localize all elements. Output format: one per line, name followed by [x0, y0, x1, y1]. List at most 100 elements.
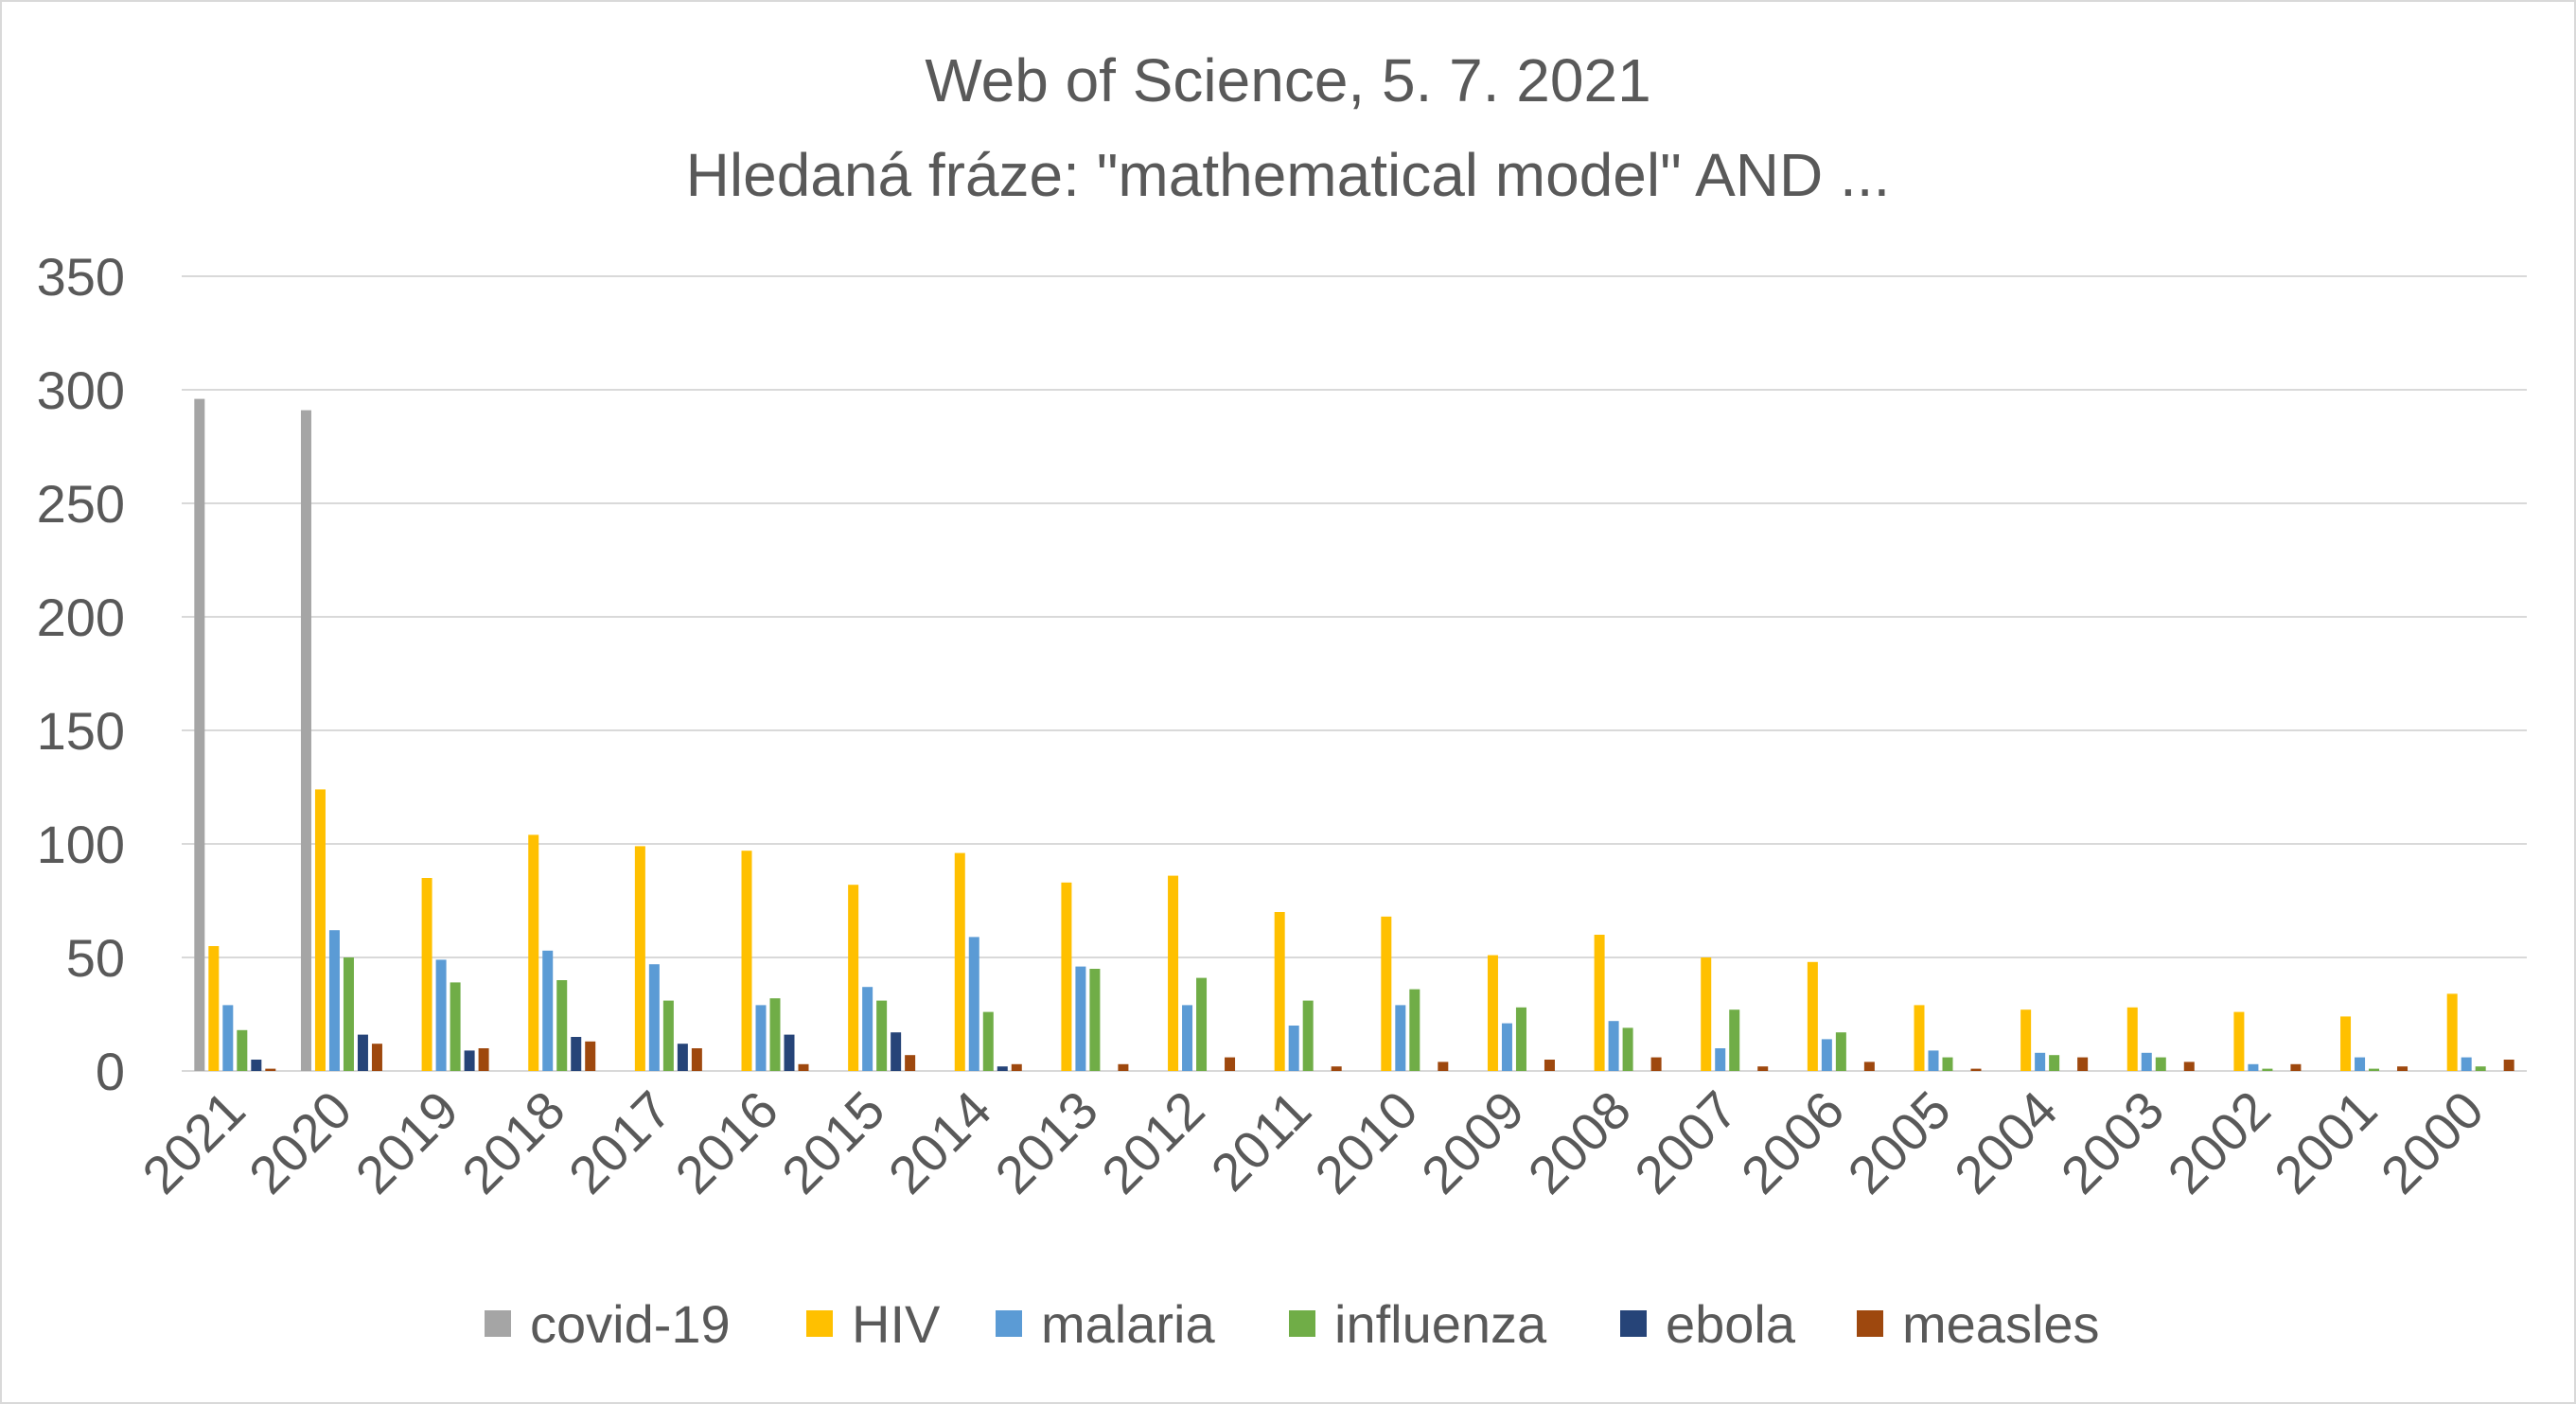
- bar-HIV-2019: [421, 878, 432, 1071]
- bar-ebola-2016: [784, 1034, 795, 1071]
- legend-swatch-ebola: [1620, 1310, 1647, 1337]
- bar-measles-2001: [2397, 1066, 2408, 1071]
- x-tick-label: 2014: [877, 1079, 1003, 1205]
- bar-ebola-2021: [251, 1060, 262, 1071]
- bar-influenza-2000: [2475, 1066, 2486, 1071]
- bar-influenza-2001: [2369, 1068, 2380, 1071]
- bar-influenza-2008: [1622, 1027, 1633, 1071]
- bar-malaria-2011: [1288, 1026, 1299, 1071]
- chart-title-line-2: Hledaná fráze: "mathematical model" AND …: [686, 141, 1891, 209]
- bars: [194, 398, 2514, 1072]
- bar-malaria-2001: [2355, 1057, 2366, 1071]
- bar-malaria-2016: [755, 1005, 767, 1071]
- y-tick-label: 350: [37, 247, 125, 307]
- bar-measles-2002: [2290, 1063, 2302, 1071]
- bar-HIV-2002: [2233, 1011, 2245, 1071]
- bar-measles-2021: [265, 1068, 276, 1071]
- x-tick-label: 2021: [131, 1079, 256, 1205]
- bar-malaria-2020: [328, 930, 340, 1071]
- legend-swatch-malaria: [996, 1310, 1022, 1337]
- bar-malaria-2000: [2461, 1057, 2472, 1071]
- x-tick-label: 2020: [238, 1079, 363, 1205]
- x-axis-ticks: 2021202020192018201720162015201420132012…: [131, 1079, 2495, 1205]
- bar-malaria-2008: [1608, 1021, 1619, 1071]
- bar-influenza-2013: [1089, 969, 1101, 1071]
- bar-measles-2004: [2077, 1057, 2089, 1071]
- bar-measles-2016: [798, 1063, 809, 1071]
- bar-malaria-2006: [1821, 1039, 1832, 1071]
- x-tick-label: 2005: [1836, 1079, 1962, 1205]
- x-tick-label: 2008: [1516, 1079, 1642, 1205]
- bar-influenza-2011: [1302, 1000, 1314, 1071]
- x-tick-label: 2007: [1623, 1079, 1749, 1205]
- x-tick-label: 2010: [1303, 1079, 1429, 1205]
- x-tick-label: 2015: [770, 1079, 896, 1205]
- bar-ebola-2020: [357, 1034, 368, 1071]
- bar-HIV-2010: [1381, 916, 1392, 1071]
- y-tick-label: 0: [96, 1042, 125, 1101]
- bar-malaria-2019: [435, 959, 447, 1071]
- bar-HIV-2003: [2126, 1007, 2138, 1071]
- bar-measles-2014: [1011, 1063, 1022, 1071]
- bar-measles-2020: [371, 1044, 382, 1071]
- x-tick-label: 2004: [1943, 1079, 2069, 1205]
- y-axis-ticks: 0 50 100 150 200 250 300 350: [37, 247, 125, 1101]
- bar-HIV-2011: [1274, 912, 1285, 1071]
- bar-HIV-2018: [528, 834, 539, 1071]
- bar-HIV-2009: [1487, 955, 1498, 1071]
- x-tick-label: 2017: [557, 1079, 683, 1205]
- bar-covid-19-2021: [194, 398, 205, 1072]
- x-tick-label: 2006: [1730, 1079, 1856, 1205]
- bar-malaria-2015: [862, 987, 873, 1071]
- bar-HIV-2015: [848, 885, 859, 1071]
- bar-influenza-2012: [1196, 977, 1208, 1071]
- legend-label-measles: measles: [1902, 1294, 2100, 1354]
- bar-measles-2019: [478, 1048, 489, 1071]
- bar-measles-2003: [2183, 1062, 2195, 1071]
- bar-malaria-2004: [2035, 1052, 2046, 1071]
- bar-influenza-2007: [1729, 1009, 1740, 1071]
- bar-influenza-2009: [1515, 1007, 1526, 1071]
- bar-influenza-2010: [1409, 989, 1420, 1071]
- bar-HIV-2001: [2340, 1016, 2352, 1071]
- legend-label-influenza: influenza: [1334, 1294, 1547, 1354]
- x-tick-label: 2018: [450, 1079, 576, 1205]
- legend-swatch-covid-19: [485, 1310, 511, 1337]
- x-tick-label: 2009: [1410, 1079, 1536, 1205]
- x-tick-label: 2011: [1199, 1079, 1322, 1202]
- x-tick-label: 2019: [344, 1079, 469, 1205]
- bar-measles-2000: [2503, 1060, 2514, 1071]
- bar-malaria-2010: [1395, 1005, 1406, 1071]
- bar-measles-2015: [905, 1055, 916, 1071]
- bar-malaria-2007: [1715, 1048, 1726, 1071]
- bar-HIV-2017: [634, 846, 645, 1071]
- bar-malaria-2021: [222, 1005, 234, 1071]
- bar-measles-2017: [691, 1048, 702, 1071]
- legend-swatch-influenza: [1289, 1310, 1315, 1337]
- x-tick-label: 2013: [983, 1079, 1109, 1205]
- bar-influenza-2006: [1835, 1032, 1846, 1071]
- y-tick-label: 250: [37, 474, 125, 534]
- legend-swatch-HIV: [806, 1310, 833, 1337]
- bar-measles-2007: [1757, 1066, 1769, 1071]
- bar-ebola-2017: [677, 1044, 688, 1071]
- bar-ebola-2014: [997, 1066, 1008, 1071]
- bar-covid-19-2020: [300, 410, 311, 1072]
- bar-HIV-2005: [1914, 1005, 1925, 1071]
- bar-influenza-2003: [2155, 1057, 2166, 1071]
- bar-influenza-2020: [343, 957, 354, 1071]
- bar-influenza-2021: [237, 1029, 248, 1071]
- x-tick-label: 2001: [2263, 1079, 2389, 1205]
- bar-HIV-2000: [2446, 993, 2458, 1071]
- bar-influenza-2018: [556, 980, 568, 1071]
- bar-malaria-2003: [2141, 1052, 2152, 1071]
- bar-influenza-2019: [450, 982, 461, 1071]
- bar-malaria-2018: [542, 950, 554, 1071]
- bar-measles-2010: [1438, 1062, 1449, 1071]
- x-tick-label: 2016: [663, 1079, 789, 1205]
- bar-HIV-2016: [741, 851, 752, 1071]
- y-tick-label: 50: [66, 928, 125, 988]
- legend-label-malaria: malaria: [1041, 1294, 1215, 1354]
